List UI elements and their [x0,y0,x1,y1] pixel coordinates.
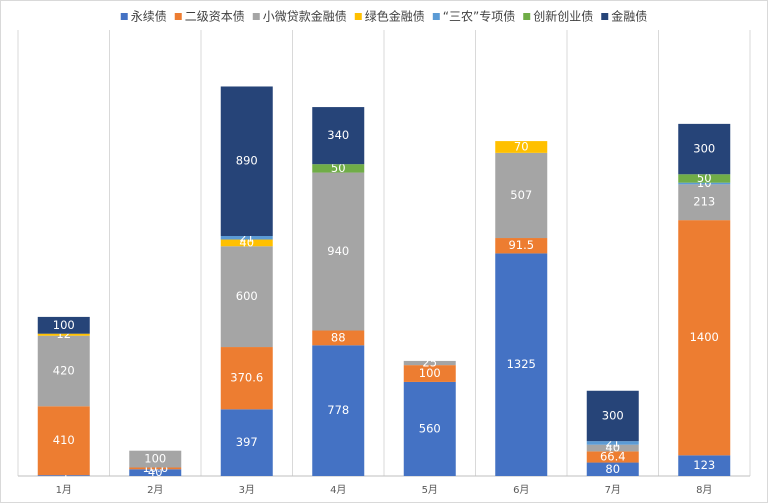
bar-segment [586,444,639,452]
bar-segment [37,475,90,476]
bar-segment [678,174,731,183]
legend-label: 金融债 [611,9,647,24]
data-label: 100 [53,318,75,332]
data-label: 25 [422,356,437,370]
legend-swatch [432,13,440,20]
legend-swatch [601,13,609,20]
bar-segment [220,239,273,247]
bar-segment [495,253,548,476]
bar-segment [403,381,456,476]
data-label: 80 [605,462,620,476]
data-label: 778 [327,403,349,417]
legend-label: 创新创业债 [533,9,593,24]
data-label: 123 [693,458,715,472]
bar-segment [312,107,365,165]
legend-label: 二级资本债 [185,10,245,24]
bar-segment [220,347,273,410]
legend-swatch [354,13,362,20]
bar-segment [495,152,548,239]
bar-segment [37,333,90,336]
bar-segment [403,365,456,382]
data-label: 66.4 [600,449,626,463]
legend-swatch [120,13,128,20]
legend-swatch [252,13,260,20]
bar-segment [129,467,182,470]
bar-segment [678,184,731,221]
data-label: 213 [693,195,715,209]
data-label: 50 [697,171,712,185]
legend-label: 小微贷款金融债 [263,9,347,24]
x-tick-label: 8月 [696,484,712,496]
data-label: 1325 [507,357,536,371]
bar-segment [586,390,639,442]
data-label: 91.5 [508,238,534,252]
bar-segment [220,86,273,236]
data-label: 507 [510,188,532,202]
data-label: 340 [327,128,349,142]
legend-swatch [523,13,531,20]
data-label: 397 [236,435,258,449]
legend-swatch [174,13,182,20]
data-label: 100 [144,452,166,466]
bar-segment [403,360,456,366]
bar-segment [37,406,90,476]
x-tick-label: 7月 [605,484,621,496]
data-label: 890 [236,154,258,168]
data-label: 1400 [690,330,719,344]
data-label: 560 [419,421,441,435]
data-label: 300 [602,408,624,422]
x-tick-label: 6月 [513,484,529,496]
data-label: 50 [331,161,346,175]
bar-segment [129,450,182,468]
data-label: 88 [331,330,346,344]
data-label: 70 [514,139,529,153]
bar-segment [37,316,90,334]
data-label: 300 [693,142,715,156]
x-tick-label: 3月 [239,484,255,496]
bar-segment [678,123,731,175]
bar-segment [220,246,273,348]
bar-segment [312,164,365,173]
bar-segment [312,172,365,331]
bar-segment [586,462,639,476]
bar-segment [220,409,273,476]
legend-label: 永续债 [131,10,167,24]
data-label: 410 [53,433,75,447]
x-tick-label: 4月 [330,484,346,496]
legend-label: “三农”专项债 [443,9,515,24]
data-label: 940 [327,244,349,258]
bar-segment [678,455,731,476]
bar-segment [586,441,639,445]
bar-segment [312,345,365,476]
bar-segment [495,238,548,254]
bar-segment [495,141,548,153]
bar-segment [586,451,639,463]
x-tick-label: 2月 [147,484,163,496]
data-label: 370.6 [230,371,263,385]
legend-label: 绿色金融债 [365,9,425,24]
bar-segment [129,469,182,476]
x-tick-label: 1月 [56,484,72,496]
bar-segment [312,330,365,346]
data-label: 420 [53,364,75,378]
bar-segment [678,220,731,456]
x-tick-label: 5月 [422,484,438,496]
data-label: 100 [419,366,441,380]
bar-segment [678,182,731,185]
bar-segment [220,235,273,240]
data-label: 600 [236,289,258,303]
bar-segment [37,335,90,407]
